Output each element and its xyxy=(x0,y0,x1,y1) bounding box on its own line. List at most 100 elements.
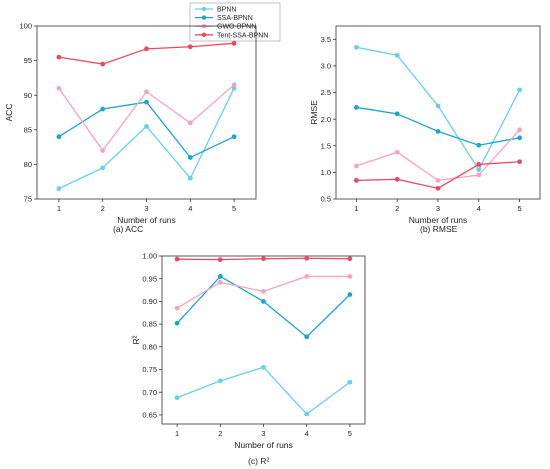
acc-line-gwo-bpnn xyxy=(58,84,235,152)
panel-rmse: 0.5 1.0 1.5 2.0 2.5 3.0 3.5 1 2 3 4 5 Number of runs… xyxy=(309,25,541,234)
rmse-point-bpnn xyxy=(476,167,482,173)
r2-caption: (c) R² xyxy=(248,456,269,466)
r2-y-tick-label: 1.00 xyxy=(142,252,157,261)
rmse-point-tent-ssa-bpnn xyxy=(517,159,522,165)
r2-x-axis-label: Number of runs xyxy=(234,440,293,450)
r2-y-tick-label: 0.65 xyxy=(142,411,157,420)
rmse-point-gwo-bpnn xyxy=(394,149,400,155)
rmse-y-tick-label: 3.0 xyxy=(321,62,331,71)
r2-point-tent-ssa-bpnn xyxy=(304,255,310,261)
r2-x-tick-label: 1 xyxy=(175,429,179,438)
rmse-point-bpnn xyxy=(517,87,522,93)
r2-point-tent-ssa-bpnn xyxy=(347,256,353,262)
acc-point-gwo-bpnn xyxy=(144,89,149,95)
r2-y-tick-label: 0.70 xyxy=(142,388,157,397)
rmse-point-bpnn xyxy=(435,103,441,109)
rmse-x-tick-label: 3 xyxy=(436,204,440,213)
acc-point-tent-ssa-bpnn xyxy=(231,40,237,46)
rmse-y-axis-label: RMSE xyxy=(309,100,319,125)
r2-plot-frame xyxy=(161,255,366,425)
rmse-x-tick-label: 2 xyxy=(395,204,399,213)
acc-point-bpnn xyxy=(56,186,62,192)
acc-point-ssa-bpnn xyxy=(231,134,237,140)
r2-point-bpnn xyxy=(347,379,353,385)
legend-marker-bpnn xyxy=(201,6,207,12)
r2-y-tick-label: 0.75 xyxy=(142,365,157,374)
rmse-y-tick-label: 2.0 xyxy=(321,115,331,124)
rmse-point-gwo-bpnn xyxy=(476,172,482,178)
acc-x-tick-label: 1 xyxy=(57,204,61,213)
rmse-point-tent-ssa-bpnn xyxy=(435,185,441,191)
r2-point-ssa-bpnn xyxy=(217,274,223,279)
rmse-point-ssa-bpnn xyxy=(435,128,441,134)
r2-point-gwo-bpnn xyxy=(217,279,223,285)
rmse-point-ssa-bpnn xyxy=(394,111,400,117)
panel-r2: 0.65 0.70 0.75 0.80 0.85 0.90 0.95 1.00 1 2 3 4 5 Num… xyxy=(131,252,366,466)
r2-point-gwo-bpnn xyxy=(174,305,180,311)
acc-x-tick-label: 5 xyxy=(232,204,236,213)
r2-point-bpnn xyxy=(304,411,310,417)
acc-point-bpnn xyxy=(100,165,106,171)
acc-plot-frame xyxy=(36,25,257,200)
acc-point-ssa-bpnn xyxy=(100,106,106,112)
acc-point-gwo-bpnn xyxy=(56,85,62,91)
r2-x-tick-label: 2 xyxy=(218,429,222,438)
rmse-line-bpnn xyxy=(356,46,521,172)
r2-point-tent-ssa-bpnn xyxy=(261,256,266,262)
r2-y-axis-label: R² xyxy=(131,335,141,344)
rmse-y-tick-label: 3.5 xyxy=(321,35,331,44)
acc-point-gwo-bpnn xyxy=(187,120,193,126)
r2-point-bpnn xyxy=(174,395,180,401)
r2-y-tick-label: 0.90 xyxy=(142,297,157,306)
r2-point-tent-ssa-bpnn xyxy=(217,257,223,263)
acc-y-tick-label: 95 xyxy=(24,56,32,65)
rmse-point-ssa-bpnn xyxy=(354,105,359,110)
r2-point-gwo-bpnn xyxy=(347,274,353,279)
acc-x-tick-label: 3 xyxy=(144,204,148,213)
legend-label-gwo-bpnn: GWO-BPNN xyxy=(217,24,256,31)
acc-y-tick-label: 85 xyxy=(24,125,32,134)
rmse-point-tent-ssa-bpnn xyxy=(476,162,482,167)
legend-label-ssa-bpnn: SSA-BPNN xyxy=(217,15,253,22)
r2-x-tick-label: 4 xyxy=(305,429,309,438)
r2-point-ssa-bpnn xyxy=(347,292,353,297)
rmse-y-tick-label: 0.5 xyxy=(321,195,331,204)
r2-x-tick-label: 3 xyxy=(261,429,265,438)
rmse-point-gwo-bpnn xyxy=(517,127,522,133)
rmse-point-ssa-bpnn xyxy=(517,135,522,141)
rmse-caption: (b) RMSE xyxy=(420,224,458,234)
r2-point-bpnn xyxy=(261,364,266,370)
acc-point-bpnn xyxy=(187,175,193,181)
acc-point-gwo-bpnn xyxy=(100,148,106,153)
r2-point-ssa-bpnn xyxy=(261,299,266,304)
rmse-point-ssa-bpnn xyxy=(476,142,482,148)
legend-marker-tent-ssa-bpnn xyxy=(201,32,207,37)
rmse-point-tent-ssa-bpnn xyxy=(354,177,359,183)
rmse-point-bpnn xyxy=(394,52,400,58)
r2-point-ssa-bpnn xyxy=(174,320,180,326)
acc-point-tent-ssa-bpnn xyxy=(100,61,106,67)
r2-y-tick-label: 0.95 xyxy=(142,274,157,283)
rmse-point-bpnn xyxy=(354,44,359,50)
acc-point-ssa-bpnn xyxy=(56,134,62,140)
r2-line-ssa-bpnn xyxy=(176,275,351,338)
legend-label-tent-ssa-bpnn: Tent-SSA-BPNN xyxy=(217,32,268,39)
rmse-x-tick-label: 5 xyxy=(518,204,522,213)
acc-point-bpnn xyxy=(144,123,149,129)
r2-point-gwo-bpnn xyxy=(261,289,266,294)
rmse-point-gwo-bpnn xyxy=(354,163,359,169)
acc-y-axis-label: ACC xyxy=(4,104,14,122)
acc-point-tent-ssa-bpnn xyxy=(144,46,149,52)
acc-y-tick-label: 80 xyxy=(24,160,32,169)
acc-point-tent-ssa-bpnn xyxy=(56,54,62,60)
panel-acc: 75 80 85 90 95 100 1 2 3 4 5 Number of runs ACC (a) A… xyxy=(4,22,257,234)
rmse-x-axis-label: Number of runs xyxy=(409,215,468,225)
rmse-y-tick-label: 2.5 xyxy=(321,88,331,97)
acc-y-tick-label: 75 xyxy=(24,195,32,204)
acc-line-tent-ssa-bpnn xyxy=(58,42,235,65)
acc-y-tick-label: 90 xyxy=(24,91,32,100)
rmse-point-tent-ssa-bpnn xyxy=(394,176,400,182)
rmse-x-tick-label: 1 xyxy=(354,204,358,213)
